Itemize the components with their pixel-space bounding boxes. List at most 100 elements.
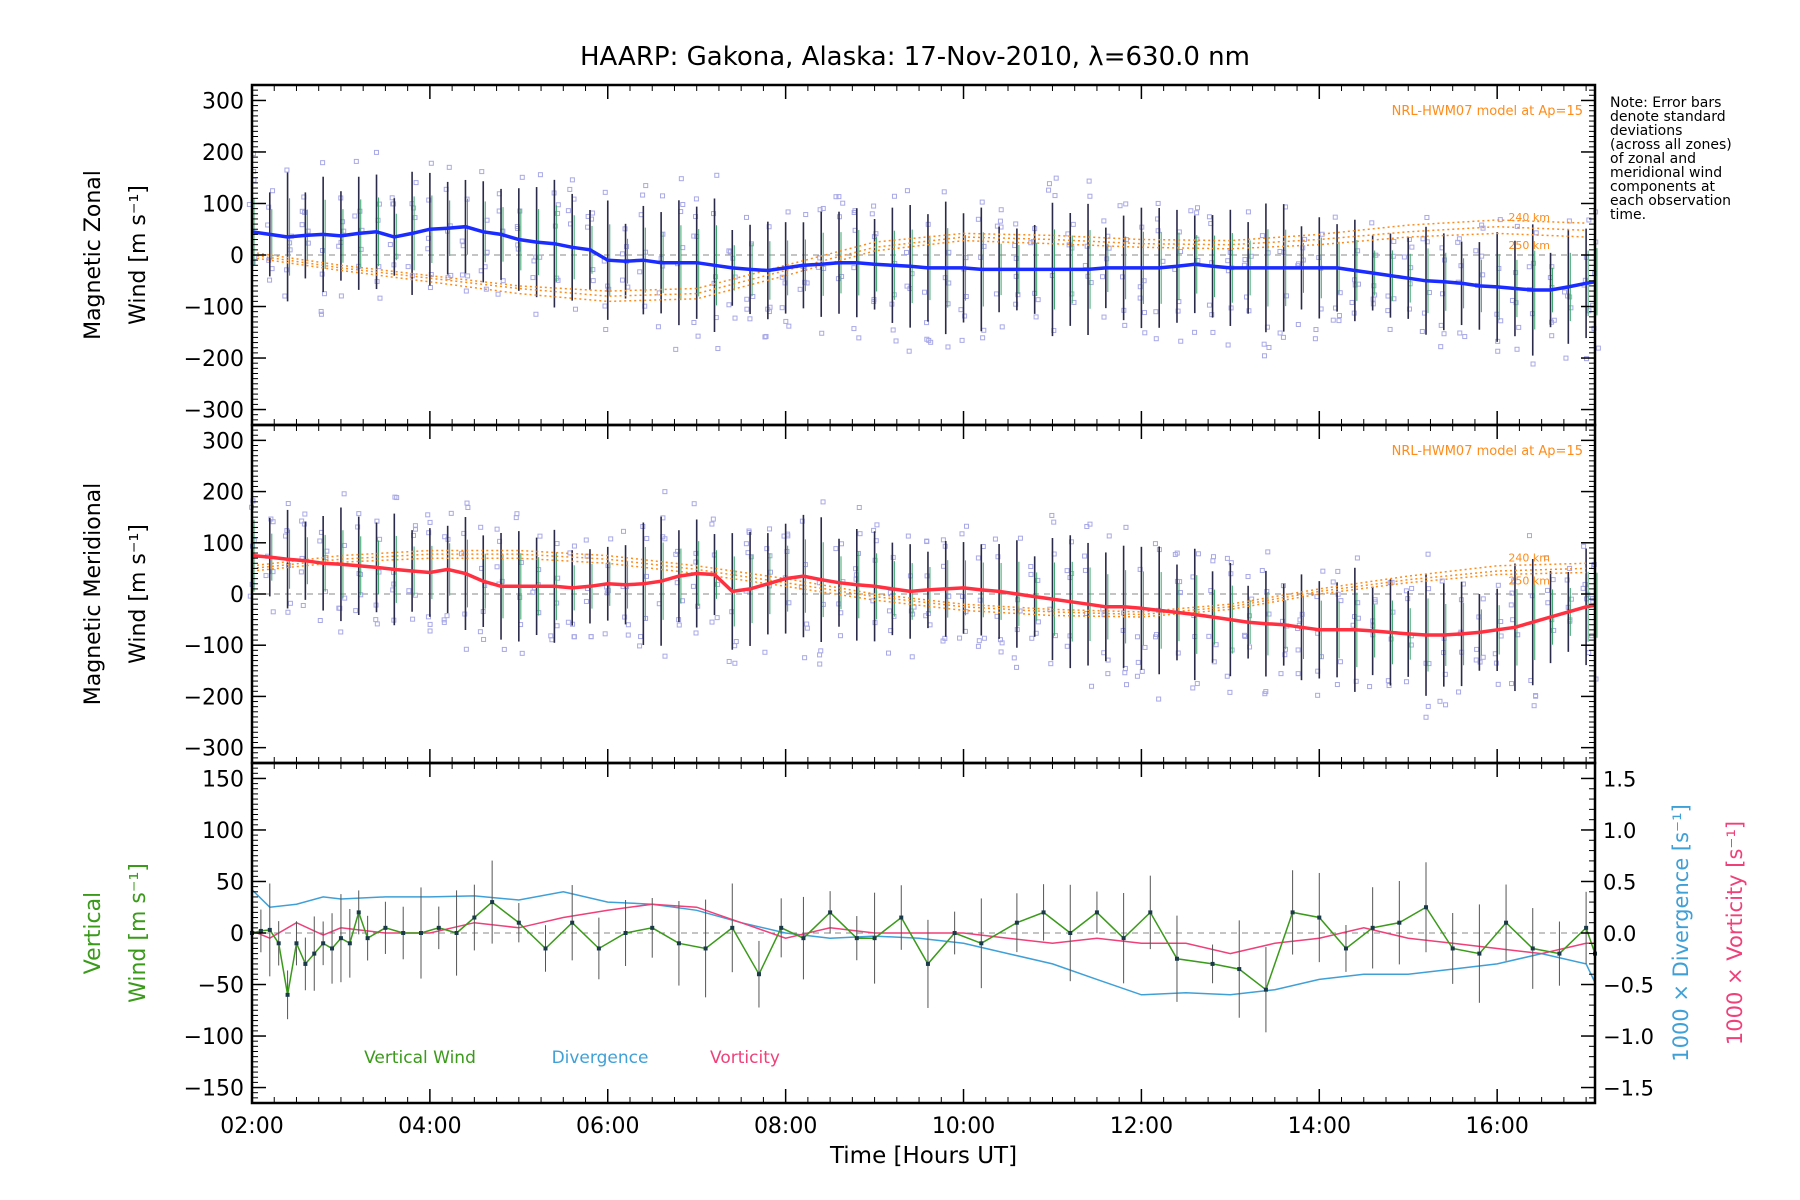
scatter-point xyxy=(998,207,1004,213)
scatter-point xyxy=(1425,551,1431,557)
scatter-point xyxy=(1545,600,1551,606)
note-line: components at xyxy=(1610,179,1716,195)
scatter-point xyxy=(906,348,912,354)
scatter-point xyxy=(1280,334,1286,340)
scatter-point xyxy=(1195,551,1201,557)
scatter-point xyxy=(500,278,506,284)
scatter-point xyxy=(287,600,293,606)
scatter-point xyxy=(299,222,305,228)
scatter-point xyxy=(999,640,1005,646)
scatter-point xyxy=(1225,342,1231,348)
y-tick-label: −300 xyxy=(184,399,244,424)
scatter-point xyxy=(590,210,596,216)
scatter-point xyxy=(1105,671,1111,677)
y-axis-label: Wind [m s⁻¹] xyxy=(126,185,151,325)
scatter-point xyxy=(585,224,591,230)
scatter-point xyxy=(1206,633,1212,639)
right-tick-label: −1.0 xyxy=(1603,1025,1654,1049)
scatter-point xyxy=(786,323,792,329)
scatter-point xyxy=(1334,682,1340,688)
vertical-wind-point xyxy=(1584,925,1589,930)
model-alt-label: 240 km xyxy=(1508,551,1550,564)
scatter-point xyxy=(1586,217,1592,223)
scatter-point xyxy=(567,186,573,192)
scatter-point xyxy=(441,617,447,623)
scatter-point xyxy=(465,273,471,279)
scatter-point xyxy=(1242,633,1248,639)
scatter-point xyxy=(924,320,930,326)
scatter-point xyxy=(709,619,715,625)
scatter-point xyxy=(1088,280,1094,286)
scatter-point xyxy=(263,573,269,579)
scatter-point xyxy=(1082,567,1088,573)
scatter-point xyxy=(588,634,594,640)
y-tick-label: 0 xyxy=(230,922,244,947)
scatter-point xyxy=(1122,665,1128,671)
scatter-point xyxy=(1266,611,1272,617)
scatter-point xyxy=(394,495,400,501)
scatter-point xyxy=(779,274,785,280)
scatter-point xyxy=(836,194,842,200)
scatter-point xyxy=(726,658,732,664)
vertical-wind-point xyxy=(1317,915,1322,920)
scatter-point xyxy=(625,284,631,290)
scatter-point xyxy=(1100,274,1106,280)
scatter-point xyxy=(602,631,608,637)
scatter-point xyxy=(1387,326,1393,332)
scatter-point xyxy=(655,324,661,330)
scatter-point xyxy=(1544,587,1550,593)
scatter-point xyxy=(691,501,697,507)
scatter-point xyxy=(1104,256,1110,262)
vertical-wind-point xyxy=(490,900,495,905)
scatter-point xyxy=(569,177,575,183)
vertical-wind-point xyxy=(756,972,761,977)
scatter-point xyxy=(1391,238,1397,244)
scatter-point xyxy=(483,286,489,292)
scatter-point xyxy=(817,661,823,667)
scatter-point xyxy=(820,205,826,211)
scatter-point xyxy=(1084,523,1090,529)
note-line: meridional wind xyxy=(1610,165,1723,181)
scatter-point xyxy=(980,335,986,341)
scatter-point xyxy=(1438,344,1444,350)
scatter-point xyxy=(355,524,361,530)
vertical-wind-point xyxy=(1174,956,1179,961)
scatter-point xyxy=(1386,683,1392,689)
scatter-point xyxy=(1134,634,1140,640)
scatter-point xyxy=(555,202,561,208)
scatter-point xyxy=(963,523,969,529)
vertical-wind-point xyxy=(854,936,859,941)
scatter-point xyxy=(302,511,308,517)
vertical-wind-point xyxy=(1041,910,1046,915)
scatter-point xyxy=(726,248,732,254)
scatter-point xyxy=(1028,240,1034,246)
x-tick-label: 06:00 xyxy=(576,1114,639,1139)
scatter-point xyxy=(1480,654,1486,660)
scatter-point xyxy=(463,288,469,294)
scatter-point xyxy=(975,555,981,561)
scatter-point xyxy=(714,615,720,621)
scatter-point xyxy=(941,189,947,195)
vertical-wind-point xyxy=(1504,920,1509,925)
vertical-wind-point xyxy=(454,931,459,935)
scatter-point xyxy=(410,616,416,622)
scatter-point xyxy=(1549,333,1555,339)
vertical-wind-point xyxy=(356,910,361,915)
scatter-point xyxy=(1526,533,1532,539)
y-tick-label: 150 xyxy=(202,767,244,792)
vertical-wind-point xyxy=(979,941,984,946)
scatter-point xyxy=(1084,243,1090,249)
scatter-point xyxy=(602,303,608,309)
scatter-point xyxy=(977,597,983,603)
vertical-wind-point xyxy=(779,925,784,930)
scatter-point xyxy=(1516,324,1522,330)
scatter-point xyxy=(341,228,347,234)
scatter-point xyxy=(603,327,609,333)
scatter-point xyxy=(1509,681,1515,687)
scatter-point xyxy=(797,286,803,292)
scatter-point xyxy=(270,609,276,615)
scatter-point xyxy=(799,518,805,524)
scatter-point xyxy=(644,573,650,579)
scatter-point xyxy=(1028,564,1034,570)
scatter-point xyxy=(959,593,965,599)
